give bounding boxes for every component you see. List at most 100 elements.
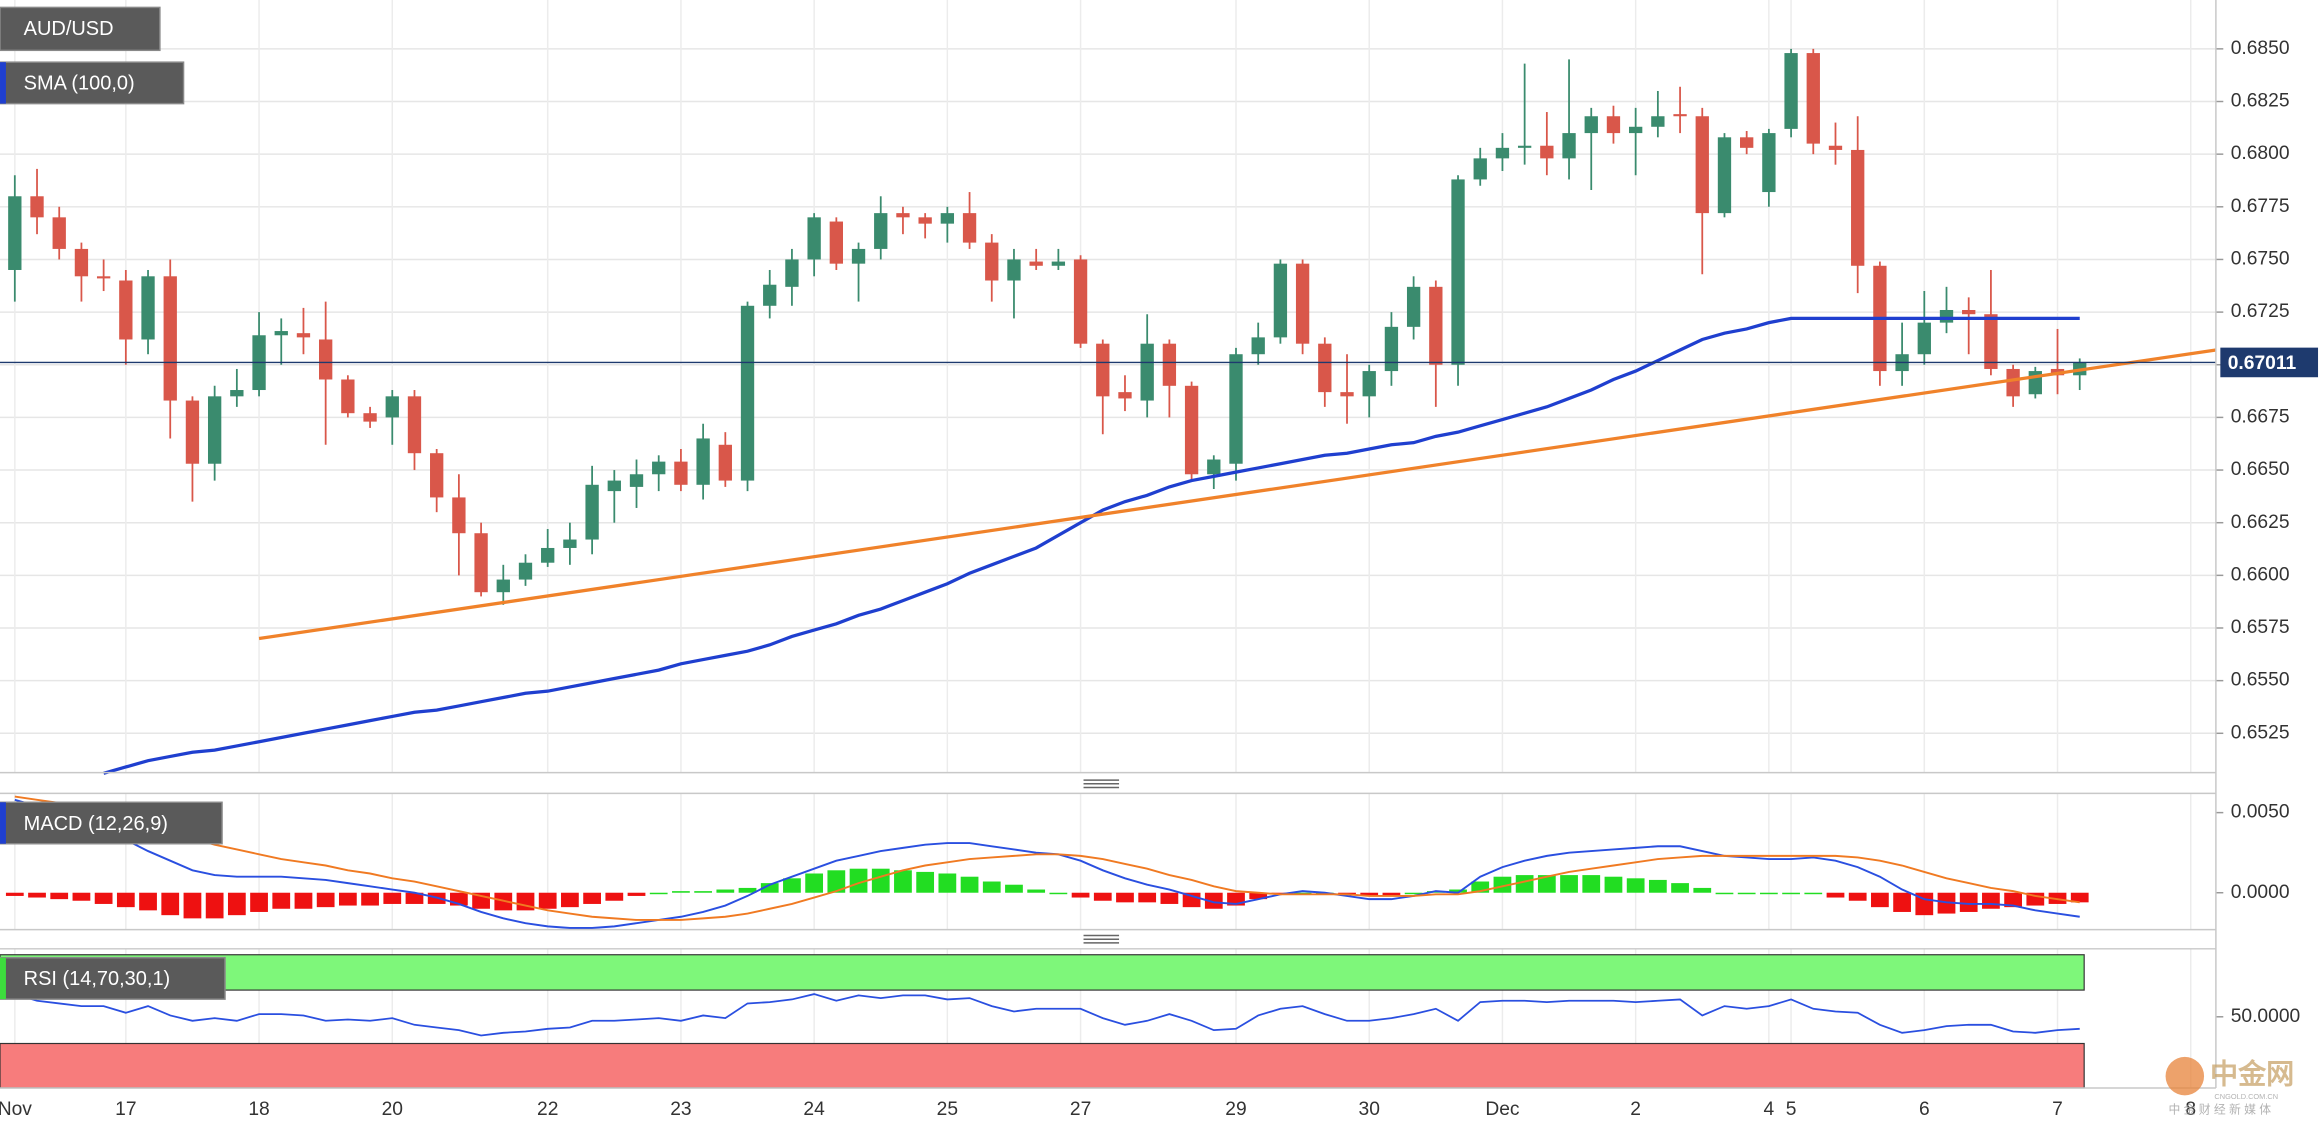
histogram-bar bbox=[1093, 892, 1112, 901]
histogram-bar bbox=[28, 892, 46, 898]
candle-body bbox=[341, 379, 355, 414]
histogram-bar bbox=[960, 876, 979, 893]
candle-body bbox=[1717, 137, 1732, 214]
candle-body bbox=[1362, 371, 1376, 397]
y-tick-label: 0.6850 bbox=[2231, 38, 2290, 59]
candle-body bbox=[1962, 309, 1976, 315]
y-tick-label: 0.6725 bbox=[2231, 301, 2290, 322]
histogram-bar bbox=[72, 892, 91, 901]
candle-body bbox=[896, 213, 910, 218]
histogram-bar bbox=[760, 883, 779, 893]
histogram-bar bbox=[916, 871, 935, 893]
candle-body bbox=[696, 438, 710, 485]
histogram-bar bbox=[1471, 881, 1490, 893]
candle-body bbox=[940, 213, 955, 224]
histogram-bar bbox=[1671, 883, 1689, 893]
histogram-bar bbox=[1515, 875, 1534, 893]
x-tick-label: 24 bbox=[803, 1099, 825, 1120]
candle-body bbox=[1740, 137, 1754, 148]
indicator-label[interactable]: RSI (14,70,30,1) bbox=[0, 956, 226, 1000]
histogram-bar bbox=[1848, 892, 1867, 901]
candle-body bbox=[230, 390, 244, 397]
histogram-bar bbox=[1737, 892, 1756, 895]
candle-body bbox=[1406, 286, 1421, 327]
candle-body bbox=[1118, 392, 1132, 399]
histogram-bar bbox=[183, 892, 202, 919]
candle-body bbox=[1207, 459, 1221, 475]
candle-body bbox=[1651, 116, 1665, 127]
y-tick-label: 50.0000 bbox=[2231, 1006, 2301, 1027]
panel-handle[interactable] bbox=[1083, 779, 1120, 944]
indicator-name: MACD (12,26,9) bbox=[24, 813, 168, 835]
candle-body bbox=[652, 461, 666, 475]
indicator-label[interactable]: MACD (12,26,9) bbox=[0, 801, 223, 845]
candle-body bbox=[1517, 145, 1532, 148]
histogram-bar bbox=[5, 892, 24, 896]
candle-body bbox=[1540, 145, 1554, 159]
histogram-bar bbox=[871, 868, 890, 893]
x-tick-label: 23 bbox=[670, 1099, 691, 1120]
watermark-name: 中金网 bbox=[2210, 1058, 2294, 1090]
histogram-bar bbox=[716, 889, 735, 893]
x-tick-label: Nov bbox=[0, 1099, 32, 1120]
candle-body bbox=[119, 280, 133, 340]
x-tick-label: Dec bbox=[1485, 1099, 1520, 1120]
x-tick-label: 20 bbox=[382, 1099, 403, 1120]
histogram-bar bbox=[738, 887, 757, 893]
candle-body bbox=[496, 579, 510, 593]
candle-body bbox=[829, 221, 844, 264]
histogram-bar bbox=[1826, 892, 1845, 898]
candle-body bbox=[874, 213, 888, 249]
candle-body bbox=[607, 480, 621, 492]
histogram-bar bbox=[1582, 875, 1601, 893]
histogram-bar bbox=[1449, 889, 1467, 893]
histogram-bar bbox=[272, 892, 291, 909]
candle-body bbox=[163, 276, 177, 401]
candle-body bbox=[430, 453, 444, 498]
histogram-bar bbox=[938, 873, 957, 893]
candle-body bbox=[1851, 149, 1865, 266]
candle-body bbox=[563, 539, 577, 548]
candle-body bbox=[1984, 314, 1998, 369]
candle-body bbox=[1051, 261, 1066, 266]
indicator-name: SMA (100,0) bbox=[24, 73, 135, 95]
y-tick-label: 0.0050 bbox=[2231, 802, 2290, 823]
histogram-bar bbox=[205, 892, 224, 919]
x-tick-label: 5 bbox=[1786, 1099, 1797, 1120]
x-tick-label: 6 bbox=[1919, 1099, 1930, 1120]
candle-body bbox=[1295, 263, 1310, 344]
candle-body bbox=[541, 547, 555, 563]
histogram-bar bbox=[561, 892, 579, 908]
histogram-bar bbox=[1049, 892, 1068, 895]
x-tick-label: 27 bbox=[1070, 1099, 1091, 1120]
histogram-bar bbox=[1493, 876, 1512, 893]
histogram-bar bbox=[405, 892, 424, 904]
histogram-bar bbox=[1537, 875, 1556, 893]
histogram-bar bbox=[827, 870, 846, 893]
candle-body bbox=[1007, 259, 1021, 281]
last-price-box bbox=[2220, 347, 2319, 378]
candle-body bbox=[319, 339, 333, 380]
candle-body bbox=[474, 533, 488, 593]
instrument-label[interactable]: AUD/USD bbox=[0, 6, 161, 52]
indicator-label[interactable]: SMA (100,0) bbox=[0, 61, 185, 105]
histogram-bar bbox=[1116, 892, 1134, 903]
candle-body bbox=[1806, 53, 1820, 144]
candle-body bbox=[2006, 368, 2020, 397]
candle-body bbox=[1384, 326, 1399, 372]
histogram-bar bbox=[139, 892, 157, 911]
histogram-bar bbox=[783, 878, 801, 893]
candle-body bbox=[1184, 385, 1199, 475]
candle-body bbox=[1695, 116, 1709, 214]
candle-body bbox=[1473, 158, 1487, 180]
histogram-bar bbox=[361, 892, 379, 906]
candle-body bbox=[718, 444, 732, 481]
histogram-bar bbox=[1027, 889, 1046, 893]
histogram-bar bbox=[1005, 884, 1023, 893]
histogram-bar bbox=[849, 868, 868, 893]
x-tick-label: 17 bbox=[115, 1099, 136, 1120]
y-tick-label: 0.6550 bbox=[2231, 670, 2290, 691]
x-tick-label: 29 bbox=[1225, 1099, 1246, 1120]
histogram-bar bbox=[227, 892, 246, 916]
candle-body bbox=[1828, 145, 1843, 150]
